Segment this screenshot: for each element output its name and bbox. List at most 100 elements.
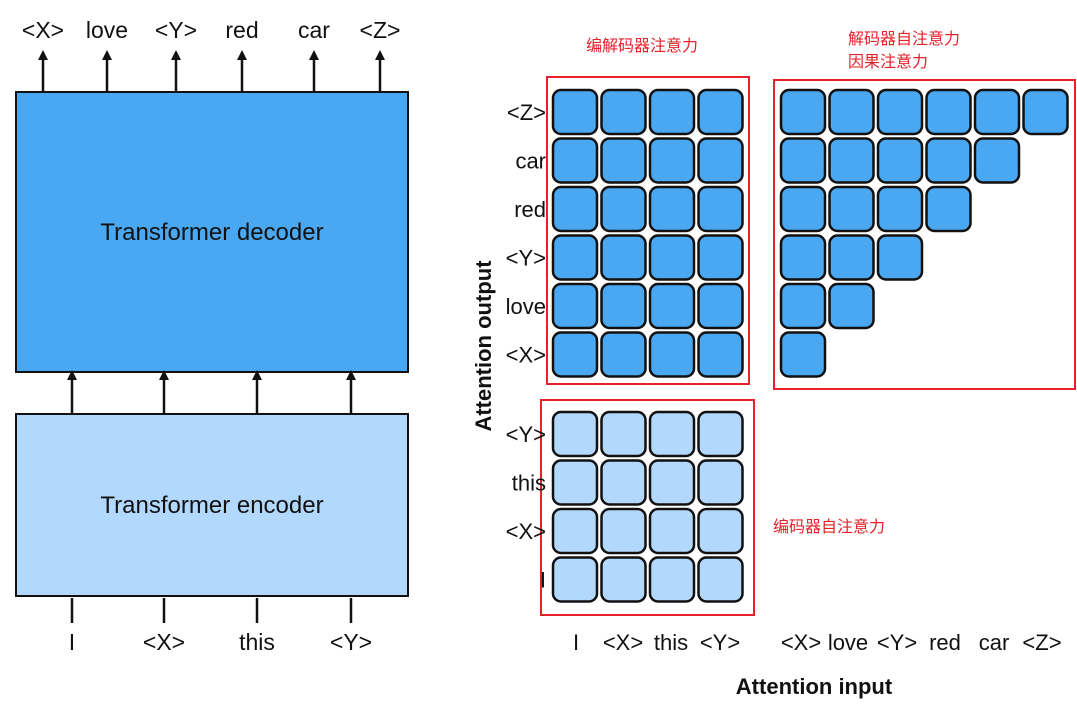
- decoder-output-token: <Y>: [155, 17, 197, 43]
- attention-cell: [925, 185, 972, 233]
- attention-cell: [697, 410, 744, 458]
- encoder-block: [15, 413, 409, 597]
- encoder-input-token: <X>: [143, 629, 185, 655]
- attention-cell: [648, 282, 696, 330]
- encoder-input-token: <Y>: [330, 629, 372, 655]
- attention-cell: [648, 185, 696, 233]
- attention-cell: [600, 88, 647, 136]
- decoder-col-label: <Z>: [1022, 630, 1061, 655]
- attention-cell: [697, 137, 744, 184]
- attention-cell: [697, 331, 744, 378]
- attention-cell: [648, 459, 696, 506]
- y-axis-label: Attention output: [471, 260, 496, 432]
- decoder-col-label: love: [828, 630, 868, 655]
- encoder-col-label: <Y>: [700, 630, 740, 655]
- x-axis-label: Attention input: [736, 674, 893, 699]
- encoder-label: Transformer encoder: [100, 492, 323, 519]
- attention-cell: [697, 234, 744, 281]
- attention-cell: [648, 137, 696, 184]
- encoder-row-label: this: [512, 471, 546, 496]
- attention-cell: [779, 137, 827, 184]
- attention-cell: [828, 234, 875, 281]
- decoder-col-label: <X>: [781, 630, 821, 655]
- cross-row-label: <Y>: [506, 246, 546, 271]
- encoder-self-attention-title: 编码器自注意力: [773, 517, 885, 536]
- attention-cell: [600, 410, 647, 458]
- attention-cell: [697, 459, 744, 506]
- attention-cell: [648, 331, 696, 378]
- cross-attention-title: 编解码器注意力: [586, 36, 698, 55]
- decoder-output-token: love: [86, 17, 128, 43]
- attention-cell: [600, 331, 647, 378]
- attention-cell: [779, 331, 827, 378]
- cross-attention-box: [546, 76, 750, 385]
- decoder-output-token: <X>: [22, 17, 64, 43]
- attention-cell: [828, 137, 875, 184]
- cross-row-label: red: [514, 197, 546, 222]
- causal-attention-title: 因果注意力: [848, 52, 928, 71]
- encoder-col-label: this: [654, 630, 688, 655]
- attention-cell: [697, 282, 744, 330]
- attention-cell: [600, 507, 647, 555]
- attention-cell: [648, 556, 696, 603]
- attention-cell: [876, 234, 924, 281]
- decoder-output-token: car: [298, 17, 330, 43]
- attention-cell: [648, 234, 696, 281]
- attention-cell: [876, 137, 924, 184]
- attention-cell: [973, 137, 1021, 184]
- attention-cell: [697, 556, 744, 603]
- attention-cell: [600, 234, 647, 281]
- attention-cell: [828, 88, 875, 136]
- attention-cell: [600, 556, 647, 603]
- attention-cell: [876, 88, 924, 136]
- decoder-output-token: <Z>: [360, 17, 401, 43]
- attention-cell: [551, 459, 599, 506]
- cross-row-label: <X>: [506, 343, 546, 368]
- attention-cell: [600, 282, 647, 330]
- encoder-self-attention-box: [540, 399, 755, 616]
- encoder-row-label: <X>: [506, 519, 546, 544]
- attention-cell: [551, 282, 599, 330]
- encoder-row-label: <Y>: [506, 422, 546, 447]
- attention-cell: [648, 507, 696, 555]
- cross-row-label: love: [506, 294, 546, 319]
- attention-cell: [600, 185, 647, 233]
- decoder-col-label: car: [979, 630, 1010, 655]
- attention-cell: [779, 185, 827, 233]
- cross-row-label: car: [515, 149, 546, 174]
- encoder-col-label: I: [573, 630, 579, 655]
- attention-cell: [551, 137, 599, 184]
- attention-cell: [876, 185, 924, 233]
- decoder-col-label: <Y>: [877, 630, 917, 655]
- encoder-row-label: I: [540, 568, 546, 593]
- attention-cell: [779, 88, 827, 136]
- encoder-self-attention-grid: [551, 410, 744, 603]
- attention-cell: [551, 88, 599, 136]
- decoder-block: [15, 91, 409, 373]
- attention-cell: [779, 282, 827, 330]
- attention-cell: [551, 556, 599, 603]
- attention-cell: [828, 185, 875, 233]
- attention-cell: [551, 507, 599, 555]
- cross-row-label: <Z>: [507, 100, 546, 125]
- attention-cell: [779, 234, 827, 281]
- attention-cell: [925, 137, 972, 184]
- decoder-self-attention-title: 解码器自注意力: [848, 29, 960, 48]
- attention-cell: [973, 88, 1021, 136]
- encoder-input-token: this: [239, 629, 275, 655]
- encoder-col-label: <X>: [603, 630, 643, 655]
- decoder-output-token: red: [225, 17, 258, 43]
- encoder-input-token: I: [69, 629, 75, 655]
- attention-cell: [828, 282, 875, 330]
- attention-cell: [551, 331, 599, 378]
- attention-cell: [648, 410, 696, 458]
- attention-cell: [551, 234, 599, 281]
- attention-cell: [925, 88, 972, 136]
- attention-cell: [551, 410, 599, 458]
- attention-cell: [697, 185, 744, 233]
- decoder-label: Transformer decoder: [100, 219, 323, 246]
- attention-cell: [648, 88, 696, 136]
- attention-cell: [697, 88, 744, 136]
- decoder-col-label: red: [929, 630, 961, 655]
